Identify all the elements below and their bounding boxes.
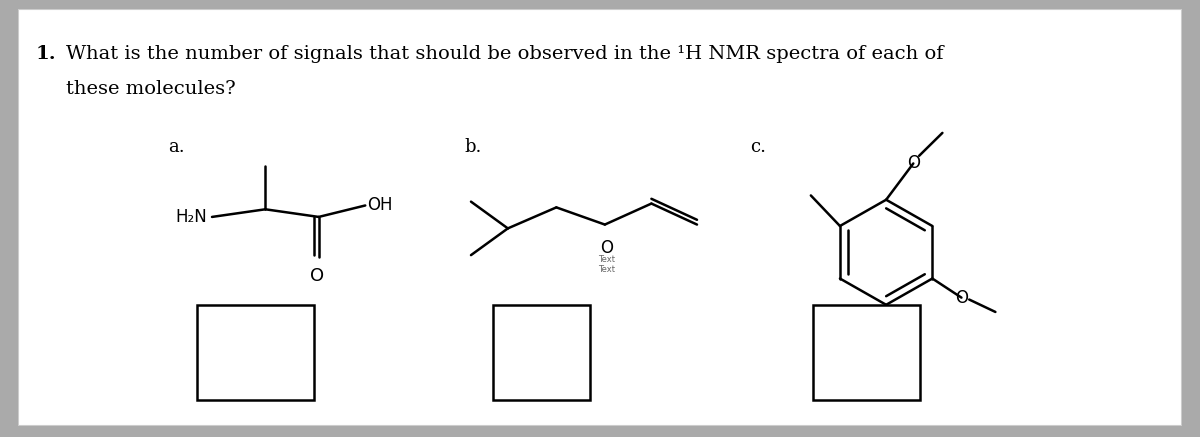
Bar — [493, 305, 590, 400]
Text: O: O — [310, 267, 324, 284]
Text: O: O — [907, 154, 920, 173]
Text: c.: c. — [750, 138, 767, 156]
Text: Text: Text — [599, 255, 616, 264]
Text: b.: b. — [464, 138, 481, 156]
Text: O: O — [600, 239, 613, 257]
Text: 1.: 1. — [36, 45, 56, 63]
Bar — [198, 305, 314, 400]
Text: H₂N: H₂N — [175, 208, 208, 226]
Text: O: O — [955, 288, 968, 307]
Text: What is the number of signals that should be observed in the ¹H NMR spectra of e: What is the number of signals that shoul… — [66, 45, 944, 63]
Text: Text: Text — [599, 265, 616, 274]
Bar — [814, 305, 920, 400]
Text: these molecules?: these molecules? — [66, 80, 236, 98]
Text: a.: a. — [168, 138, 185, 156]
Text: OH: OH — [367, 197, 392, 215]
